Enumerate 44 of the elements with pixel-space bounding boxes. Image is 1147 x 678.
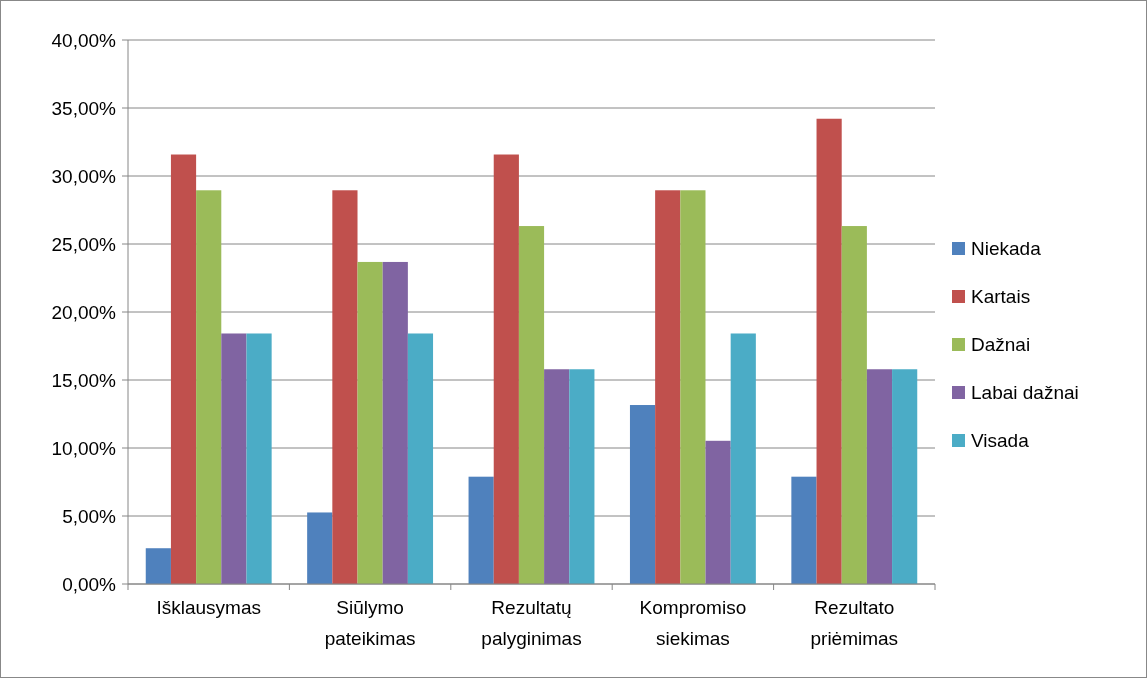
bar — [730, 333, 756, 584]
bar — [221, 333, 247, 584]
bar — [145, 548, 171, 584]
bar — [655, 190, 681, 584]
bar — [866, 369, 893, 584]
y-tick-label: 40,00% — [51, 29, 117, 51]
x-tick-label: Rezultatų palyginimas — [481, 597, 582, 649]
bar — [357, 261, 383, 584]
bar — [307, 512, 333, 584]
bar — [816, 118, 842, 584]
legend-label: Dažnai — [971, 333, 1031, 355]
y-tick-label: 20,00% — [51, 301, 117, 323]
x-tick-label: Kompromiso siekimas — [639, 597, 747, 649]
bar — [196, 190, 222, 584]
x-tick-label: Išklausymas — [156, 597, 261, 618]
x-tick-label: Rezultato priėmimas — [810, 597, 899, 649]
bar — [892, 369, 918, 584]
bar — [791, 476, 817, 584]
bar — [518, 226, 545, 584]
x-tick-label: Siūlymo pateikimas — [324, 597, 416, 649]
bar — [468, 476, 494, 584]
legend-label: Kartais — [971, 285, 1031, 307]
bar — [246, 333, 272, 584]
bar — [407, 333, 434, 584]
y-tick-label: 15,00% — [51, 369, 117, 391]
y-tick-label: 35,00% — [51, 97, 117, 119]
y-tick-label: 0,00% — [62, 573, 117, 595]
legend-label: Niekada — [971, 237, 1042, 259]
bar — [332, 190, 358, 584]
bar — [544, 369, 570, 584]
legend-label: Visada — [971, 429, 1030, 451]
bar — [382, 261, 408, 584]
y-tick-label: 10,00% — [51, 437, 117, 459]
bar — [493, 154, 519, 584]
bar — [705, 440, 731, 584]
bar — [170, 154, 197, 584]
bar — [629, 405, 656, 584]
bar — [841, 226, 867, 584]
bar — [569, 369, 595, 584]
y-tick-label: 25,00% — [51, 233, 117, 255]
y-tick-label: 30,00% — [51, 165, 117, 187]
bar — [680, 190, 706, 584]
legend-label: Labai dažnai — [971, 381, 1079, 403]
y-tick-label: 5,00% — [62, 505, 117, 527]
